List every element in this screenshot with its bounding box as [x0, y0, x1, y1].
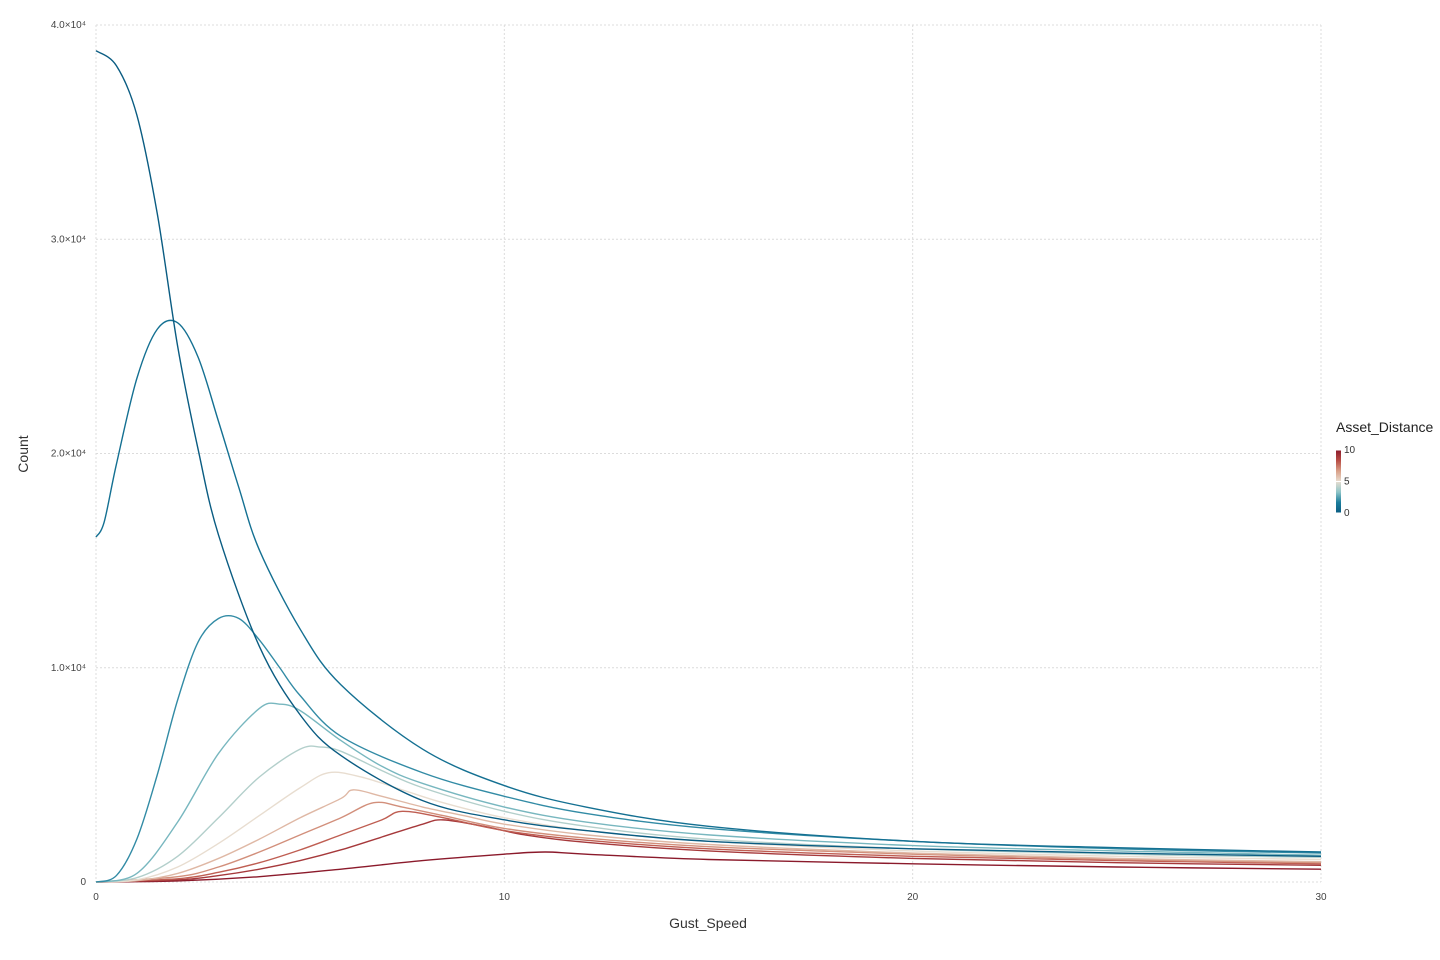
series-line-distance-5 [95, 771, 1322, 883]
legend-title: Asset_Distance [1336, 419, 1433, 435]
x-tick-label: 0 [93, 892, 99, 903]
color-legend: Asset_Distance 0 5 10 [1336, 419, 1433, 519]
series-line-distance-0 [95, 50, 1322, 857]
x-axis-title: Gust_Speed [669, 915, 747, 931]
x-tick-label: 10 [499, 892, 511, 903]
y-tick-label: 2.0×10⁴ [51, 449, 86, 460]
series-line-distance-1 [95, 319, 1322, 853]
series-line-distance-3 [95, 702, 1322, 883]
series-line-distance-8 [95, 810, 1322, 883]
y-tick-label: 3.0×10⁴ [51, 234, 86, 245]
legend-tick-label: 5 [1344, 477, 1350, 488]
legend-tick-label: 0 [1344, 508, 1350, 519]
axes: 0 10 20 30 0 1.0×10⁴ 2.0×10⁴ 3.0×10⁴ 4.0×10⁴ [51, 20, 1327, 903]
y-tick-label: 0 [80, 877, 86, 888]
grid-lines [95, 24, 1322, 883]
y-axis-title: Count [15, 435, 31, 472]
series-line-distance-2 [95, 614, 1322, 883]
series-line-distance-7 [95, 801, 1322, 883]
series-line-distance-10 [95, 851, 1322, 883]
legend-tick-label: 10 [1344, 445, 1356, 456]
y-tick-label: 4.0×10⁴ [51, 20, 86, 31]
y-tick-label: 1.0×10⁴ [51, 663, 86, 674]
x-tick-label: 30 [1315, 892, 1327, 903]
series-line-distance-6 [95, 789, 1322, 883]
x-tick-label: 20 [907, 892, 919, 903]
series-lines [95, 50, 1322, 883]
